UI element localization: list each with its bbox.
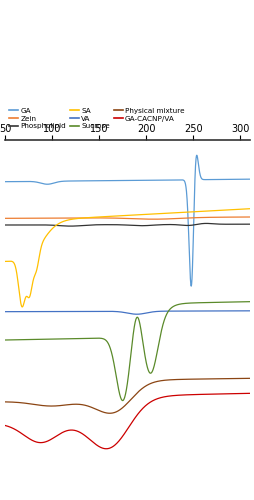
Legend: GA, Zein, Phospholipid, SA, VA, Sucrose, Physical mixture, GA-CACNP/VA: GA, Zein, Phospholipid, SA, VA, Sucrose,…	[9, 108, 184, 130]
